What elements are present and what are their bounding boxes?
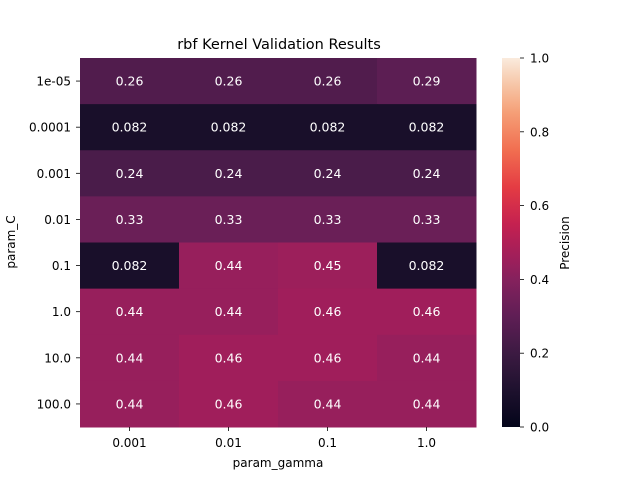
cell-value-label: 0.24 xyxy=(215,166,243,181)
cell-value-label: 0.44 xyxy=(116,396,144,411)
colorbar-tick-label: 0.2 xyxy=(530,347,549,361)
heatmap-cell xyxy=(179,104,279,151)
heatmap-cell xyxy=(377,196,477,243)
cell-value-label: 0.33 xyxy=(314,212,342,227)
y-axis-ticks: 1e-05 0.0001 0.001 0.01 0.1 1.0 10.0 100.0 xyxy=(29,75,80,411)
heatmap-cell xyxy=(80,242,180,290)
y-tick-label: 10.0 xyxy=(44,351,71,365)
cell-value-label: 0.46 xyxy=(314,304,342,319)
heatmap-cell xyxy=(377,380,477,428)
y-axis-label: param_C xyxy=(4,215,18,268)
y-tick-label: 1e-05 xyxy=(36,75,71,89)
heatmap-cell xyxy=(278,242,378,290)
heatmap-cell xyxy=(377,242,477,290)
heatmap-cells xyxy=(80,58,477,428)
heatmap-cell xyxy=(179,58,279,105)
heatmap-cell xyxy=(278,196,378,243)
heatmap-cell xyxy=(377,104,477,151)
heatmap-cell xyxy=(80,196,180,243)
heatmap-cell xyxy=(377,334,477,382)
colorbar-tick-label: 0.0 xyxy=(530,421,549,435)
y-tick-label: 0.1 xyxy=(52,259,71,273)
x-axis-ticks: 0.001 0.01 0.1 1.0 xyxy=(112,427,436,450)
cell-value-label: 0.33 xyxy=(413,212,441,227)
cell-value-label: 0.44 xyxy=(116,350,144,365)
cell-value-label: 0.44 xyxy=(215,258,243,273)
cell-value-label: 0.44 xyxy=(413,350,441,365)
x-axis-label: param_gamma xyxy=(233,456,324,470)
heatmap-cell xyxy=(278,58,378,105)
heatmap-cell xyxy=(80,334,180,382)
x-tick-label: 0.1 xyxy=(318,436,337,450)
x-tick-label: 0.01 xyxy=(215,436,242,450)
heatmap-cell xyxy=(80,104,180,151)
y-tick-label: 1.0 xyxy=(52,305,71,319)
cell-value-label: 0.082 xyxy=(409,120,445,135)
heatmap-cell xyxy=(179,288,279,336)
heatmap-cell xyxy=(278,380,378,428)
heatmap-cell xyxy=(278,334,378,382)
heatmap-cell xyxy=(278,104,378,151)
cell-value-label: 0.33 xyxy=(215,212,243,227)
cell-value-label: 0.082 xyxy=(112,258,148,273)
cell-value-label: 0.33 xyxy=(116,212,144,227)
heatmap-cell xyxy=(179,242,279,290)
heatmap-cell xyxy=(80,150,180,197)
heatmap-cell xyxy=(278,288,378,336)
heatmap-cell xyxy=(80,58,180,105)
y-tick-label: 0.001 xyxy=(37,167,71,181)
heatmap-cell xyxy=(179,196,279,243)
cell-value-label: 0.29 xyxy=(413,74,441,89)
cell-value-label: 0.082 xyxy=(310,120,346,135)
cell-value-label: 0.46 xyxy=(314,350,342,365)
colorbar-tick-label: 0.6 xyxy=(530,199,549,213)
heatmap-cell xyxy=(179,150,279,197)
y-tick-label: 0.0001 xyxy=(29,121,71,135)
colorbar-label: Precision xyxy=(558,216,572,270)
x-tick-label: 1.0 xyxy=(417,436,436,450)
cell-value-label: 0.26 xyxy=(215,74,243,89)
y-tick-label: 100.0 xyxy=(37,397,71,411)
cell-value-label: 0.44 xyxy=(314,396,342,411)
heatmap-cell xyxy=(80,288,180,336)
heatmap-cell xyxy=(80,380,180,428)
colorbar-tick-label: 1.0 xyxy=(530,52,549,66)
cell-value-label: 0.44 xyxy=(116,304,144,319)
heatmap-annotations: 0.26 0.26 0.26 0.29 0.082 0.082 0.082 0.082 0.24… xyxy=(112,74,445,412)
cell-value-label: 0.24 xyxy=(413,166,441,181)
colorbar-tick-label: 0.4 xyxy=(530,273,549,287)
y-tick-label: 0.01 xyxy=(44,213,71,227)
cell-value-label: 0.24 xyxy=(116,166,144,181)
cell-value-label: 0.082 xyxy=(211,120,247,135)
heatmap-cell xyxy=(377,288,477,336)
cell-value-label: 0.46 xyxy=(215,396,243,411)
cell-value-label: 0.46 xyxy=(215,350,243,365)
heatmap-cell xyxy=(377,150,477,197)
cell-value-label: 0.26 xyxy=(116,74,144,89)
colorbar xyxy=(502,58,520,427)
cell-value-label: 0.082 xyxy=(409,258,445,273)
chart-title: rbf Kernel Validation Results xyxy=(177,37,381,53)
cell-value-label: 0.24 xyxy=(314,166,342,181)
cell-value-label: 0.26 xyxy=(314,74,342,89)
cell-value-label: 0.46 xyxy=(413,304,441,319)
heatmap-cell xyxy=(179,380,279,428)
heatmap-cell xyxy=(179,334,279,382)
cell-value-label: 0.44 xyxy=(215,304,243,319)
colorbar-ticks: 0.0 0.2 0.4 0.6 0.8 1.0 xyxy=(520,52,549,435)
heatmap-cell xyxy=(278,150,378,197)
cell-value-label: 0.44 xyxy=(413,396,441,411)
x-tick-label: 0.001 xyxy=(112,436,146,450)
heatmap-cell xyxy=(377,58,477,105)
cell-value-label: 0.082 xyxy=(112,120,148,135)
colorbar-tick-label: 0.8 xyxy=(530,125,549,139)
cell-value-label: 0.45 xyxy=(314,258,342,273)
